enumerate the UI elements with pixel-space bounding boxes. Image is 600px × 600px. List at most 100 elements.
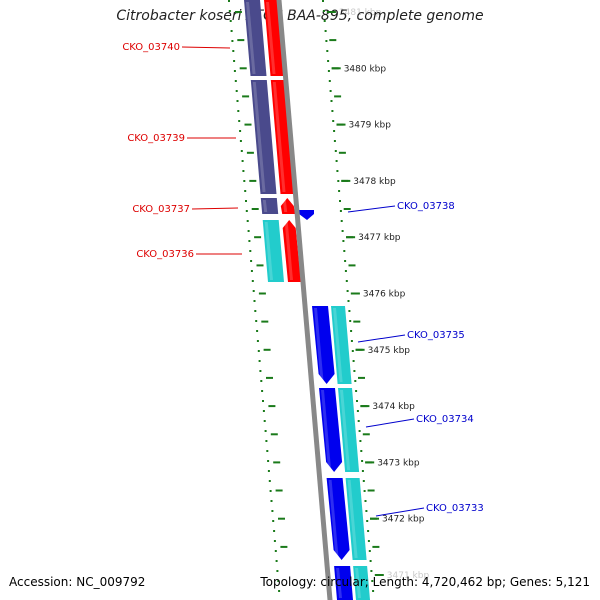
backbone-layer [276,0,333,600]
guide-dot [261,390,264,392]
left-dash [239,67,247,70]
gene-block-cko-03737-shine [282,200,288,212]
tick-label: 3477 kbp [358,233,401,243]
guide-dot [366,520,369,522]
gene-label-cko-03738[interactable]: CKO_03738 [397,201,455,212]
guide-dot [258,360,261,362]
map-title: Citrobacter koseri ATCC BAA-895, complet… [116,8,484,24]
guide-dot [334,150,337,152]
guide-dot [352,360,355,362]
guide-dot [323,20,326,22]
gene-label-cko-03740[interactable]: CKO_03740 [122,42,180,53]
gene-label-cko-03735[interactable]: CKO_03735 [407,330,465,341]
cds-block-cko-03740[interactable] [244,0,267,76]
tick-label: 3471 kbp [387,571,430,581]
gene-block-cko-03738[interactable] [299,210,314,220]
cds-block-cko-03737-shine [262,200,268,212]
gene-block-cko-03736-outer-shine [284,222,293,280]
guide-dot [273,540,276,542]
guide-dot [264,430,267,432]
guide-dot [335,160,338,162]
tick-mark [331,67,341,70]
tick-mark [355,348,365,351]
guide-dot [356,400,358,402]
guide-dot [236,100,239,102]
gene-block-cko-03740-shine [266,2,276,74]
gene-label-cko-03737[interactable]: CKO_03737 [132,204,190,215]
left-dash [263,348,271,351]
right-tick-ring: 3481 kbp 3480 kbp 3479 kbp 3478 kbp 3477 kbp… [322,0,430,592]
gene-block-cko-03736-outer[interactable] [282,220,301,282]
guide-dot [354,380,357,382]
guide-dot [333,130,336,132]
gene-block-cko-03736[interactable] [262,220,284,282]
cds-block-cko-03735-shine [314,308,324,382]
tick-label: 3475 kbp [368,346,411,356]
guide-dot [232,50,235,52]
guide-dot [228,0,230,2]
guide-dot [340,220,343,222]
guide-dot [353,370,356,372]
guide-dot [228,10,231,12]
tick-label: 3473 kbp [377,458,420,468]
feature-tracks [244,0,370,600]
guide-dot [347,300,350,302]
guide-dot [364,500,367,502]
gene-block-cko-03735[interactable] [331,306,352,384]
gene-label-cko-03733[interactable]: CKO_03733 [426,503,484,514]
right-dash [367,489,375,492]
guide-dot [250,260,253,262]
guide-dot [341,230,344,232]
cds-block-next[interactable] [334,566,353,600]
guide-dot [263,420,266,422]
gene-label-cko-03736[interactable]: CKO_03736 [136,249,194,260]
tick-label: 3481 kbp [339,8,382,18]
leader-line [191,207,239,210]
guide-dot [322,0,324,2]
gene-block-cko-03734[interactable] [338,388,360,472]
cds-block-cko-03734[interactable] [319,388,343,472]
gene-block-next[interactable] [353,566,370,600]
guide-dot [336,170,339,172]
tick-mark [374,574,384,576]
guide-dot [370,570,373,572]
guide-dot [268,480,271,482]
guide-dot [271,510,274,512]
guide-dot [269,490,272,492]
leader-line [181,46,231,49]
tick-label: 3476 kbp [363,290,406,300]
gene-block-cko-03733[interactable] [345,478,367,560]
guide-dot [253,300,256,302]
right-dash [343,208,351,210]
right-dash [334,95,342,98]
guide-dot [339,200,341,202]
cds-block-cko-03737[interactable] [260,198,279,214]
guide-dot [362,480,365,482]
guide-dot [363,490,366,492]
guide-dot [276,570,279,572]
guide-dot [361,470,364,472]
gene-label-cko-03734[interactable]: CKO_03734 [416,414,474,425]
cds-block-cko-03735[interactable] [312,306,335,384]
guide-dot [257,350,260,352]
tick-mark [336,123,346,126]
guide-dot [234,80,237,82]
guide-dot [356,410,359,412]
guide-dot [245,210,248,212]
guide-dot [349,320,352,322]
cds-block-cko-03733[interactable] [326,478,350,560]
guide-dot [245,200,247,202]
gene-block-cko-03739-shine [272,82,286,192]
guide-dot [344,270,347,272]
gene-label-cko-03739[interactable]: CKO_03739 [127,133,185,144]
left-dash [251,208,259,210]
tick-label: 3474 kbp [372,402,415,412]
gene-block-cko-03739[interactable] [270,80,294,194]
guide-dot [278,590,281,592]
cds-block-cko-03739[interactable] [250,80,277,194]
guide-dot [256,340,259,342]
gene-block-cko-03737[interactable] [280,198,296,214]
guide-dot [333,140,336,142]
gene-block-cko-03733-shine [347,480,358,558]
